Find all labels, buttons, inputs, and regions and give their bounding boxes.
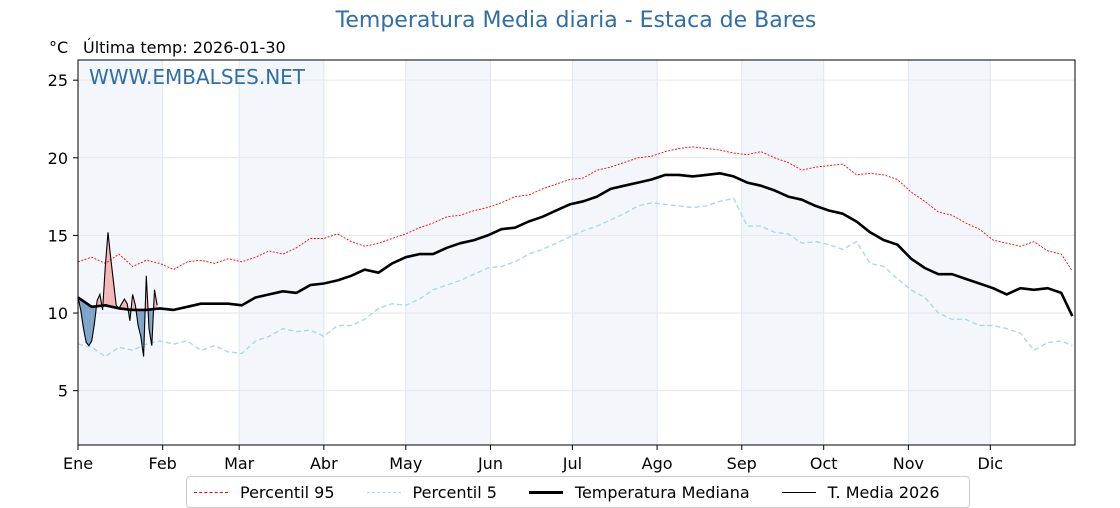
legend-swatch-median xyxy=(529,491,563,494)
x-tick-label-ene: Ene xyxy=(63,454,93,473)
x-tick-label-jul: Jul xyxy=(562,454,582,473)
x-tick-label-jun: Jun xyxy=(477,454,503,473)
legend-item-current: T. Media 2026 xyxy=(782,483,940,502)
x-tick-label-nov: Nov xyxy=(893,454,924,473)
legend-swatch-p95 xyxy=(194,492,228,493)
x-tick-label-oct: Oct xyxy=(810,454,838,473)
legend-item-median: Temperatura Mediana xyxy=(529,483,750,502)
legend-label-current: T. Media 2026 xyxy=(828,483,940,502)
x-tick-label-ago: Ago xyxy=(642,454,673,473)
x-tick-label-abr: Abr xyxy=(310,454,338,473)
y-tick-label-25: 25 xyxy=(48,71,68,90)
month-band-ene xyxy=(78,60,163,445)
x-tick-label-mar: Mar xyxy=(224,454,255,473)
legend-item-p95: Percentil 95 xyxy=(194,483,335,502)
month-band-mar xyxy=(239,60,324,445)
x-tick-label-sep: Sep xyxy=(727,454,757,473)
legend: Percentil 95 Percentil 5 Temperatura Med… xyxy=(186,476,970,508)
anomaly-fill xyxy=(86,303,89,346)
x-tick-label-dic: Dic xyxy=(978,454,1004,473)
month-band-nov xyxy=(908,60,990,445)
y-tick-label-10: 10 xyxy=(48,304,68,323)
legend-swatch-p5 xyxy=(367,492,401,493)
month-band-sep xyxy=(742,60,824,445)
anomaly-fill xyxy=(89,305,92,346)
month-band-jul xyxy=(572,60,657,445)
watermark: WWW.EMBALSES.NET xyxy=(89,65,306,89)
month-band-may xyxy=(406,60,491,445)
legend-swatch-current xyxy=(782,492,816,493)
y-tick-label-20: 20 xyxy=(48,149,68,168)
legend-item-p5: Percentil 5 xyxy=(367,483,497,502)
x-tick-label-may: May xyxy=(389,454,422,473)
legend-label-median: Temperatura Mediana xyxy=(575,483,750,502)
x-tick-label-feb: Feb xyxy=(149,454,177,473)
legend-label-p5: Percentil 5 xyxy=(413,483,497,502)
y-tick-label-5: 5 xyxy=(58,382,68,401)
legend-label-p95: Percentil 95 xyxy=(240,483,335,502)
y-tick-label-15: 15 xyxy=(48,226,68,245)
